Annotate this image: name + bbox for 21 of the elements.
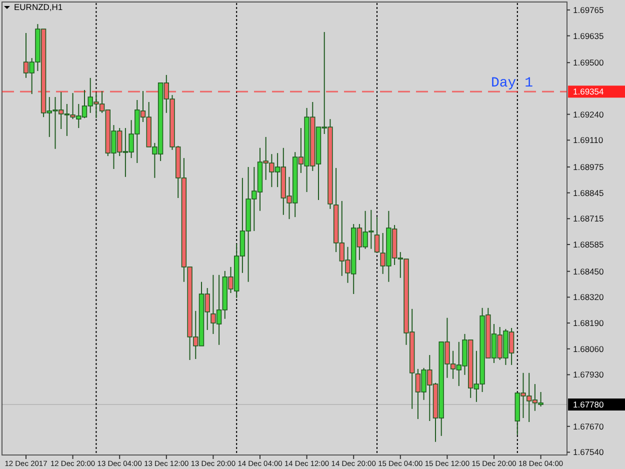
y-tick-label: 1.68585 (573, 240, 604, 250)
y-tick-label: 1.69110 (573, 135, 604, 146)
y-tick-label: 1.67670 (573, 421, 604, 432)
y-tick-label: 1.67540 (573, 447, 604, 458)
y-tick-label: 1.69635 (573, 30, 604, 41)
y-tick-label: 1.68060 (573, 344, 604, 354)
candlestick (374, 216, 380, 253)
chart-title: EURNZD,H1 (14, 2, 63, 12)
price-tag: 1.67780 (568, 398, 625, 411)
y-tick-label: 1.68845 (573, 188, 604, 198)
y-tick-label: 1.69765 (573, 4, 604, 15)
y-tick-label: 1.68320 (573, 292, 604, 302)
y-tick-label: 1.68975 (573, 162, 604, 172)
price-tag: 1.69354 (568, 86, 625, 98)
ref-line-label: Day 1 (490, 76, 533, 92)
y-tick-label: 1.68715 (573, 214, 604, 224)
y-tick-label: 1.68190 (573, 318, 604, 328)
y-tick-label: 1.68450 (573, 266, 604, 276)
y-tick-label: 1.69500 (573, 58, 604, 68)
y-tick-label: 1.67930 (573, 370, 604, 380)
y-tick-label: 1.69240 (573, 109, 604, 120)
